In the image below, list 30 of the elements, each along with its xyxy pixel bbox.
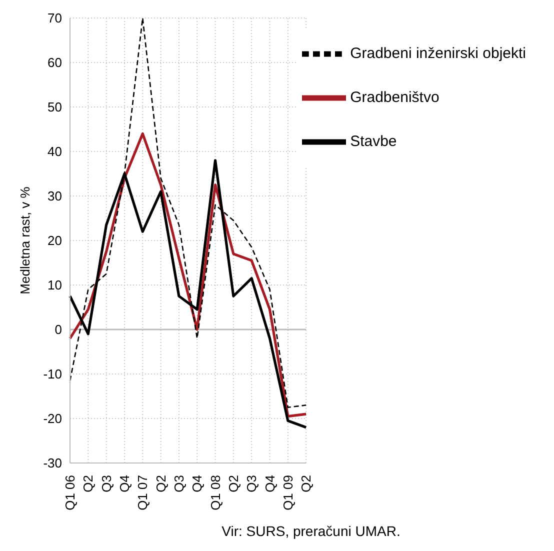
x-tick-label: Q3 [98, 475, 114, 492]
y-tick-label: 20 [48, 233, 62, 248]
x-tick-label: Q2 [298, 475, 314, 492]
x-tick-label: Q2 [153, 475, 168, 492]
y-tick-label: -20 [43, 411, 62, 426]
y-tick-label: 70 [48, 10, 62, 26]
x-tick-label: Q3 [244, 475, 260, 492]
y-tick-label: 10 [48, 278, 62, 293]
legend-label: Stavbe [350, 132, 397, 150]
x-tick-label: Q2 [80, 475, 96, 492]
y-axis-title: Medletna rast, v % [18, 186, 33, 294]
legend-label: Gradbeni inženirski objekti [350, 44, 526, 62]
x-tick-label: Q1 07 [135, 475, 150, 510]
y-tick-label: -10 [43, 366, 62, 382]
legend-label: Gradbeništvo [350, 88, 440, 106]
x-tick-label: Q4 [190, 475, 205, 492]
x-tick-label: Q4 [262, 475, 278, 492]
y-tick-label: 60 [48, 55, 62, 70]
x-tick-label: Q1 09 [280, 475, 296, 510]
y-tick-label: -30 [43, 456, 62, 471]
y-tick-label: 30 [48, 188, 62, 204]
y-tick-label: 0 [54, 322, 62, 338]
x-tick-label: Q4 [116, 475, 132, 492]
x-tick-label: Q1 08 [208, 475, 223, 510]
x-tick-label: Q1 06 [62, 475, 78, 510]
y-tick-label: 40 [48, 144, 62, 160]
x-tick-label: Q2 [226, 475, 241, 492]
y-tick-label: 50 [48, 100, 62, 115]
text: Vir: SURS, preračuni UMAR. [220, 523, 402, 539]
x-tick-label: Q3 [171, 475, 186, 492]
